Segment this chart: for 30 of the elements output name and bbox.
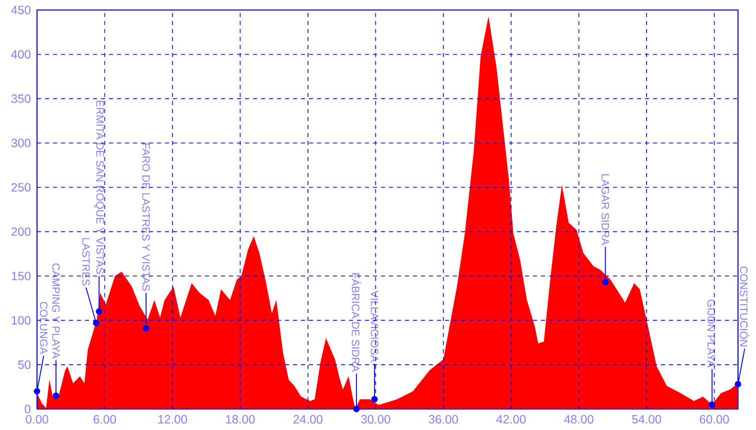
y-tick-label: 0 xyxy=(24,404,30,414)
x-tick-label: 24.00 xyxy=(294,415,322,424)
x-tick-label: 12.00 xyxy=(158,415,188,424)
annotation: LASTRES xyxy=(82,238,90,286)
y-tick-label: 450 xyxy=(11,6,30,14)
annotation: VILLAVICIOSA xyxy=(370,290,378,362)
y-tick-label: 100 xyxy=(12,316,30,325)
y-tick-label: 150 xyxy=(12,272,30,280)
x-tick-label: 18.00 xyxy=(226,415,255,424)
x-tick-label: 54.00 xyxy=(632,415,662,424)
y-tick-label: 400 xyxy=(11,50,30,59)
x-tick-label: 48.00 xyxy=(564,415,594,424)
annotation: CAMPING Y PLAYA xyxy=(52,264,60,359)
y-tick-label: 250 xyxy=(12,183,30,192)
y-tick-label: 350 xyxy=(11,94,30,103)
x-tick-label: 30.00 xyxy=(361,415,390,424)
annotation: CONSTITUCIÓN xyxy=(740,266,750,346)
annotation: FARO DE LASTRES Y VISTAS xyxy=(142,144,150,291)
annotation: COLUNGA xyxy=(40,302,48,354)
annotation: LAGAR SIDRA xyxy=(602,174,610,246)
annotation: FÁBRICA DE SIDRA xyxy=(352,273,362,372)
y-tick-label: 200 xyxy=(12,227,30,236)
x-tick-label: 42.00 xyxy=(496,415,526,424)
x-tick-label: 0.00 xyxy=(26,415,48,424)
x-tick-label: 60.00 xyxy=(700,415,729,424)
x-tick-label: 6.00 xyxy=(94,415,116,424)
annotation: ERMITA DE SAN ROQUE Y VISTAS xyxy=(94,100,104,274)
x-tick-label: 36.00 xyxy=(428,415,458,424)
y-tick-label: 50 xyxy=(18,360,30,369)
y-tick-label: 300 xyxy=(11,138,30,148)
